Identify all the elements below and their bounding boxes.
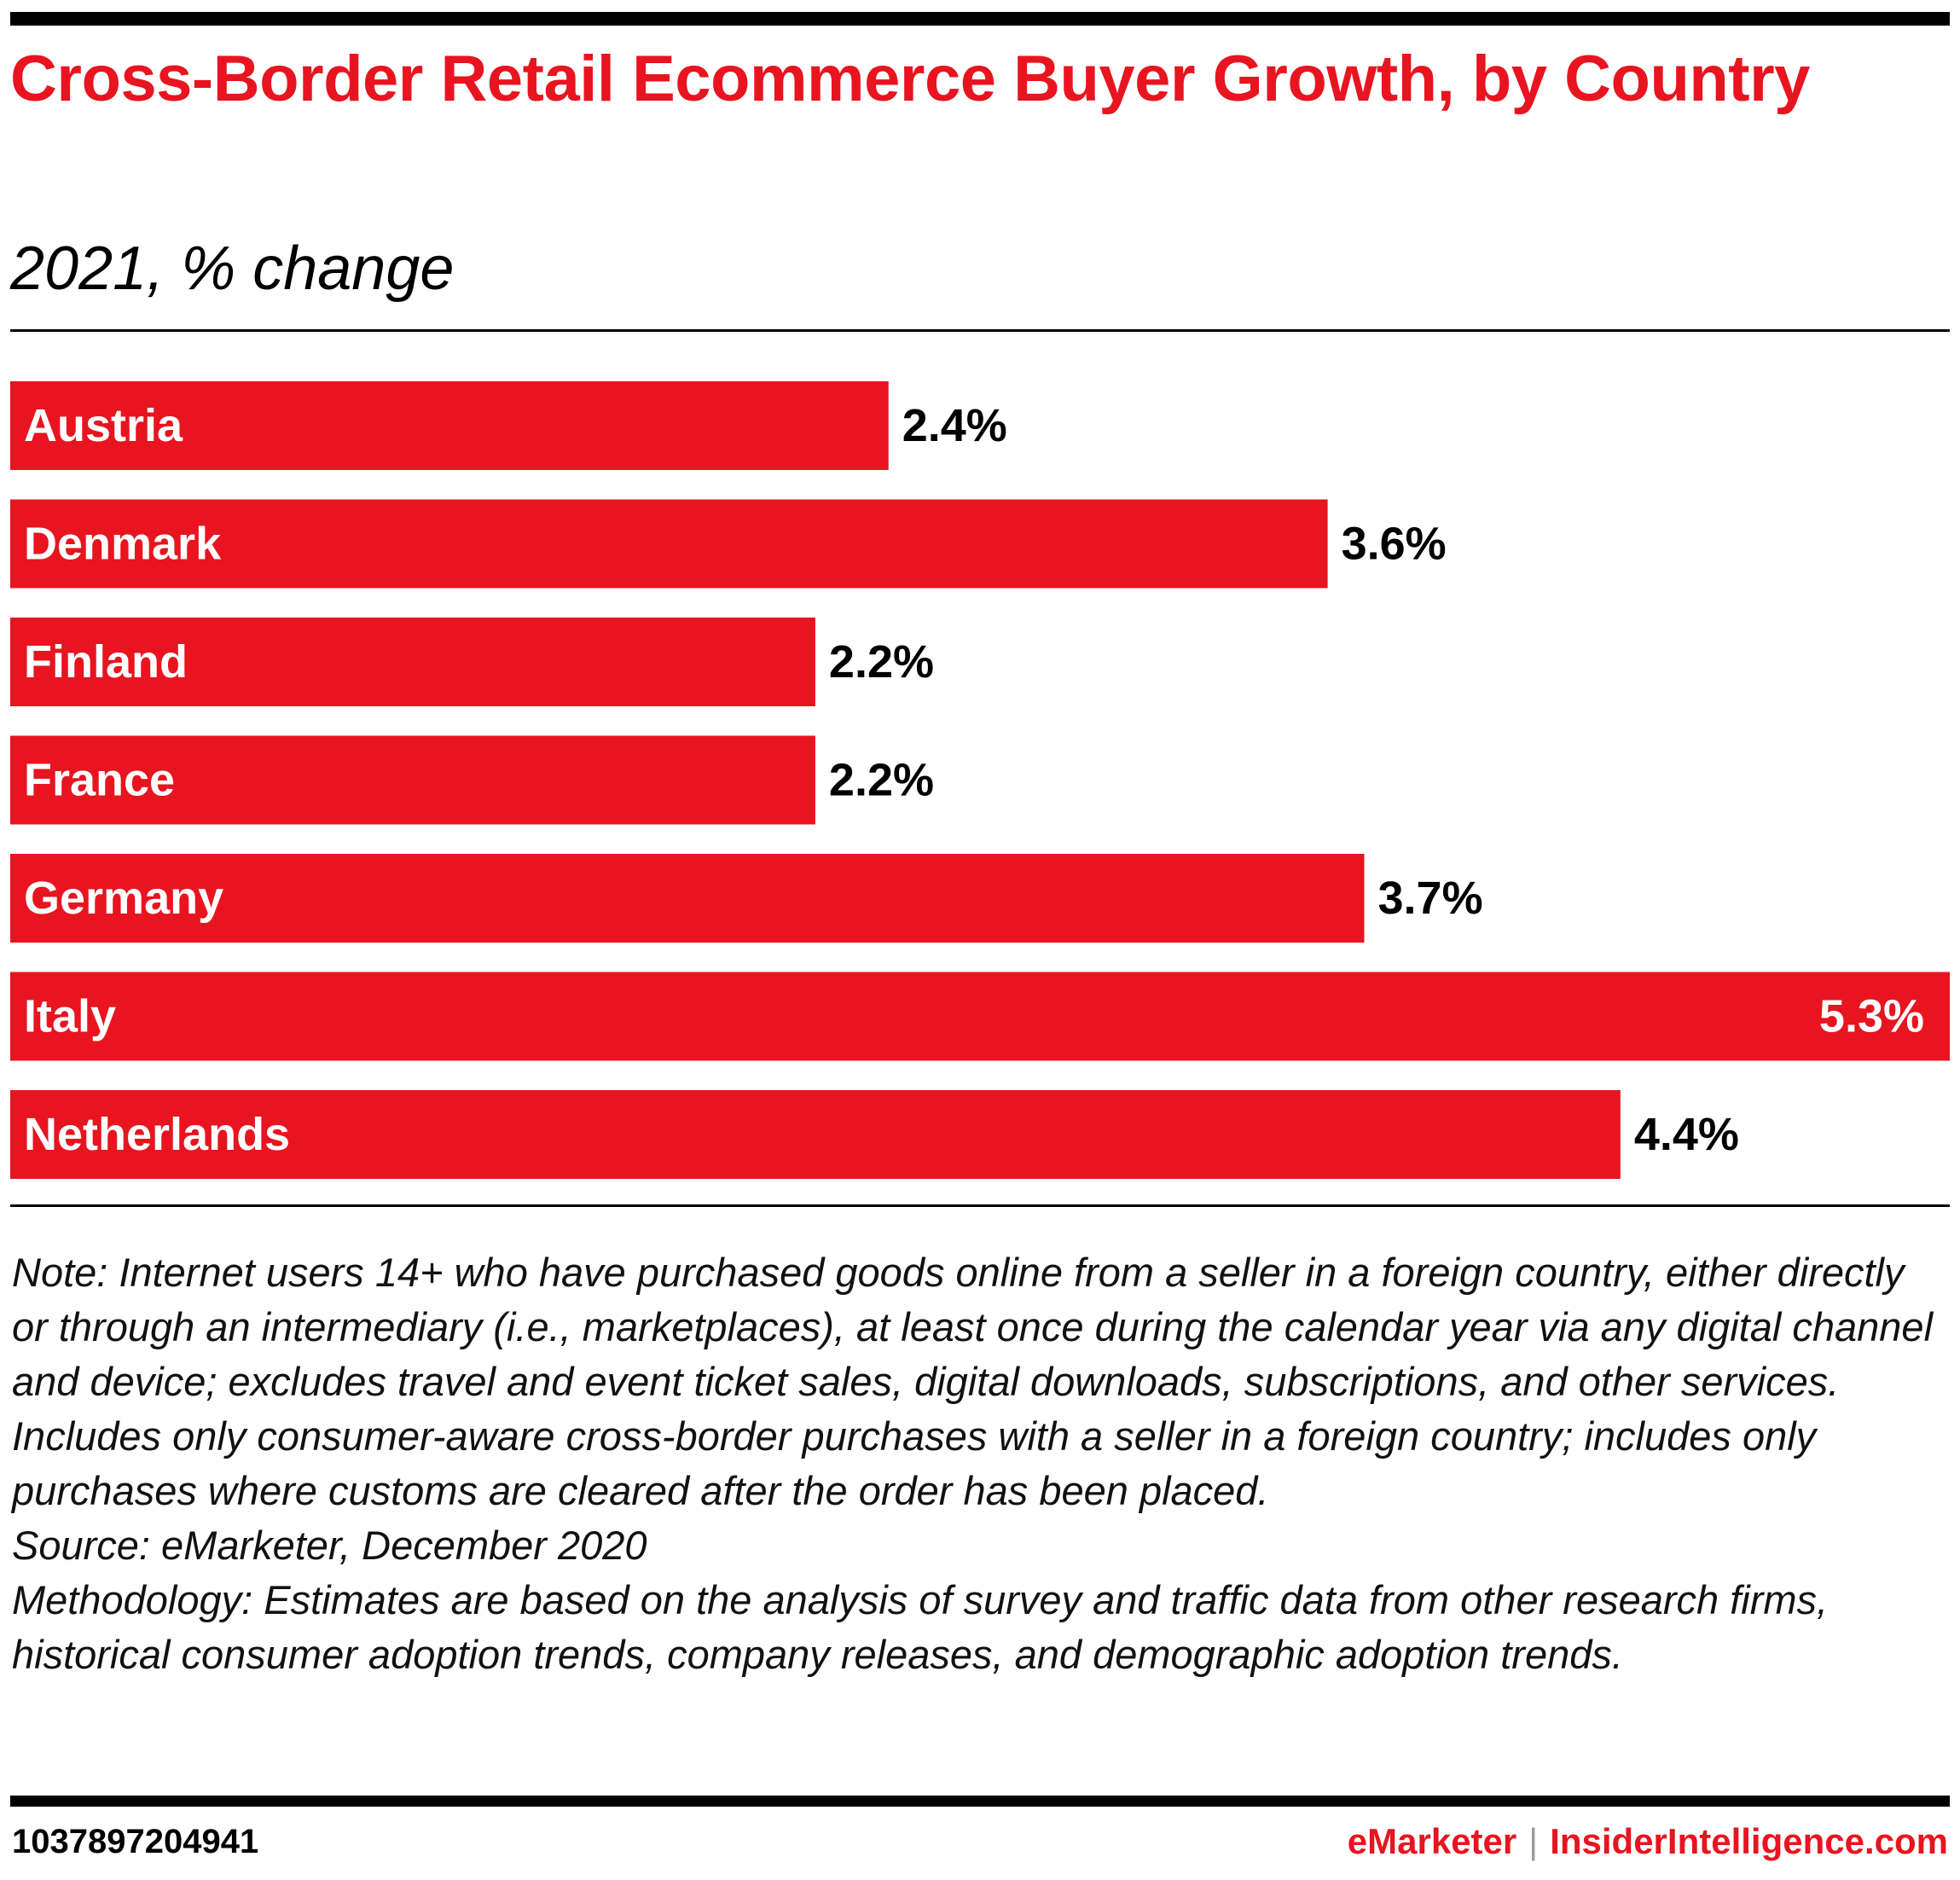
bottom-rule: [10, 1796, 1950, 1807]
bar-denmark: [10, 499, 1328, 589]
brand-separator: |: [1528, 1821, 1539, 1861]
value-label-france: 2.2%: [829, 755, 934, 806]
value-label-italy: 5.3%: [1819, 991, 1924, 1042]
category-label-netherlands: Netherlands: [24, 1109, 290, 1160]
emarketer-logo-text: eMarketer: [1347, 1821, 1517, 1861]
source-text: Source: eMarketer, December 2020: [12, 1523, 647, 1568]
category-label-germany: Germany: [24, 873, 223, 924]
category-label-italy: Italy: [24, 991, 116, 1042]
category-label-denmark: Denmark: [24, 519, 222, 570]
bar-chart: Austria 2.4% Denmark 3.6% Finland 2.2% France 2…: [10, 381, 1950, 1179]
bar-finland: [10, 618, 815, 706]
footer-brand: eMarketer | InsiderIntelligence.com: [1348, 1820, 1948, 1863]
notes-divider: [10, 1204, 1950, 1207]
value-label-denmark: 3.6%: [1342, 519, 1447, 570]
methodology-text: Methodology: Estimates are based on the …: [12, 1577, 1829, 1677]
chart-title: Cross-Border Retail Ecommerce Buyer Grow…: [10, 43, 1810, 115]
bar-germany: [10, 854, 1365, 943]
insider-intelligence-link[interactable]: InsiderIntelligence.com: [1550, 1821, 1948, 1861]
category-label-france: France: [24, 755, 175, 806]
chart-id: 1037897204941: [12, 1823, 259, 1860]
notes-block: Note: Internet users 14+ who have purcha…: [12, 1245, 1948, 1682]
value-label-netherlands: 4.4%: [1634, 1109, 1739, 1160]
note-text: Note: Internet users 14+ who have purcha…: [12, 1250, 1934, 1513]
bar-france: [10, 735, 815, 825]
bar-austria: [10, 381, 889, 470]
category-label-finland: Finland: [24, 636, 188, 688]
value-label-germany: 3.7%: [1378, 873, 1483, 924]
top-rule: [10, 12, 1950, 26]
bar-netherlands: [10, 1090, 1621, 1179]
value-label-austria: 2.4%: [902, 400, 1007, 451]
value-label-finland: 2.2%: [829, 636, 934, 688]
title-divider: [10, 329, 1950, 332]
category-label-austria: Austria: [24, 400, 183, 451]
chart-subtitle: 2021, % change: [10, 235, 455, 303]
bar-italy: [10, 972, 1950, 1061]
